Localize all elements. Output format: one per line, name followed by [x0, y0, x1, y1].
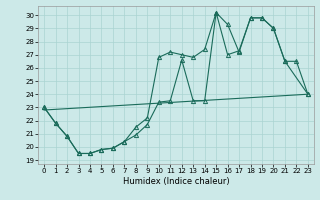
X-axis label: Humidex (Indice chaleur): Humidex (Indice chaleur): [123, 177, 229, 186]
